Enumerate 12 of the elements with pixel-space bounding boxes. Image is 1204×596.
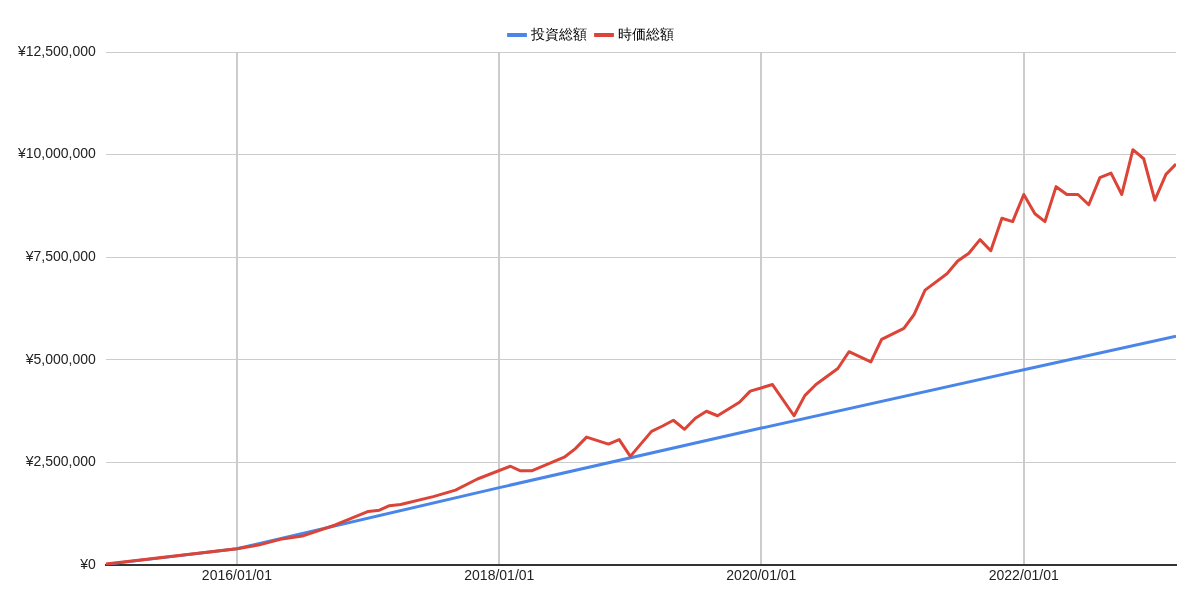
- x-tick-label: 2022/01/01: [988, 567, 1060, 584]
- y-tick-label: ¥7,500,000: [24, 248, 97, 265]
- y-tick-label: ¥12,500,000: [17, 42, 97, 59]
- x-tick-label: 2016/01/01: [201, 567, 273, 584]
- x-tick-label: 2020/01/01: [726, 567, 797, 584]
- legend-label: 時価総額: [618, 25, 674, 42]
- legend-label: 投資総額: [530, 25, 587, 42]
- y-tick-label: ¥5,000,000: [24, 350, 97, 367]
- y-tick-label: ¥0: [79, 556, 97, 573]
- y-tick-label: ¥2,500,000: [24, 453, 97, 470]
- x-tick-label: 2018/01/01: [464, 567, 535, 584]
- y-tick-label: ¥10,000,000: [17, 145, 97, 162]
